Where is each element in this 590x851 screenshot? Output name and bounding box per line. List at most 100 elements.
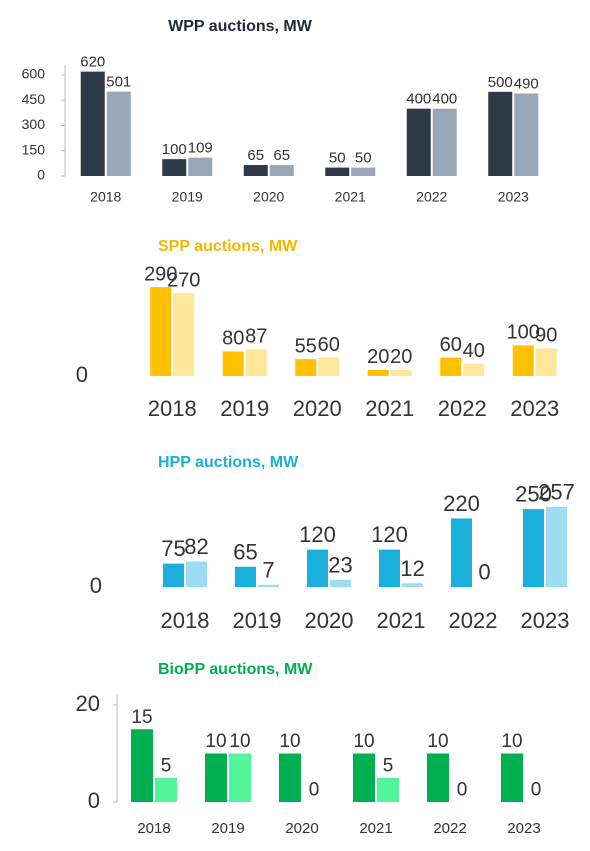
value-label: 80 (222, 328, 244, 350)
value-label: 5 (383, 755, 394, 776)
bar (427, 753, 449, 802)
bar (523, 509, 544, 587)
bar (463, 363, 485, 376)
value-label: 250 (515, 482, 552, 507)
value-label: 50 (329, 150, 346, 167)
x-tick-label: 2020 (305, 608, 354, 633)
bar (279, 753, 301, 802)
value-label: 10 (229, 731, 250, 752)
value-label: 0 (457, 780, 468, 801)
bar (432, 108, 457, 176)
x-tick-label: 2020 (285, 820, 318, 837)
value-label: 60 (318, 334, 340, 356)
bar (222, 351, 244, 376)
value-label: 500 (488, 74, 513, 91)
bar (106, 91, 131, 176)
x-tick-label: 2018 (161, 608, 210, 633)
value-label: 120 (371, 522, 408, 547)
value-label: 55 (295, 335, 317, 357)
x-tick-label: 2022 (449, 608, 498, 633)
value-label: 60 (440, 334, 462, 356)
value-label: 400 (406, 91, 431, 108)
y-tick-label: 0 (90, 573, 102, 598)
value-label: 23 (328, 552, 352, 577)
y-tick-label: 150 (22, 141, 46, 157)
bar (162, 159, 187, 176)
bar (402, 583, 423, 587)
x-tick-label: 2023 (521, 608, 570, 633)
chart-title: BioPP auctions, MW (158, 661, 313, 678)
value-label: 15 (131, 707, 152, 728)
bar (325, 167, 350, 176)
value-label: 20 (390, 346, 412, 368)
bar (318, 357, 340, 376)
bar (390, 369, 412, 376)
value-label: 100 (507, 322, 540, 344)
x-tick-label: 2022 (416, 189, 447, 205)
value-label: 257 (538, 480, 575, 505)
value-label: 501 (106, 74, 131, 91)
value-label: 65 (273, 147, 290, 164)
value-label: 10 (279, 731, 300, 752)
value-label: 270 (167, 269, 200, 291)
bar (205, 753, 227, 802)
value-label: 10 (501, 731, 522, 752)
value-label: 400 (432, 91, 457, 108)
bar (173, 293, 195, 376)
bar (514, 93, 539, 176)
x-tick-label: 2021 (359, 820, 392, 837)
x-tick-label: 2022 (438, 396, 487, 421)
value-label: 87 (245, 326, 267, 348)
bar (353, 753, 375, 802)
bar (245, 349, 267, 376)
value-label: 50 (355, 150, 372, 167)
bar (535, 348, 557, 376)
x-tick-label: 2018 (90, 189, 121, 205)
value-label: 290 (144, 263, 177, 285)
y-tick-label: 0 (88, 788, 100, 813)
bar (235, 566, 256, 587)
bar (488, 91, 513, 176)
x-tick-label: 2018 (148, 396, 197, 421)
x-tick-label: 2020 (253, 189, 284, 205)
bar (186, 561, 207, 587)
bar (377, 777, 399, 802)
x-tick-label: 2021 (335, 189, 366, 205)
x-tick-label: 2019 (211, 820, 244, 837)
value-label: 12 (400, 556, 424, 581)
value-label: 82 (184, 534, 208, 559)
x-tick-label: 2023 (510, 396, 559, 421)
value-label: 490 (514, 75, 539, 92)
x-tick-label: 2023 (507, 820, 540, 837)
value-label: 10 (427, 731, 448, 752)
value-label: 220 (443, 491, 480, 516)
bar (351, 167, 376, 176)
bar (379, 549, 400, 587)
bar (258, 584, 279, 587)
value-label: 40 (463, 340, 485, 362)
value-label: 7 (262, 557, 274, 582)
value-label: 0 (478, 560, 490, 585)
value-label: 120 (299, 522, 336, 547)
bar (451, 518, 472, 587)
bar (367, 369, 389, 376)
x-tick-label: 2022 (433, 820, 466, 837)
y-tick-label: 450 (22, 91, 46, 107)
bar (80, 71, 105, 176)
x-tick-label: 2019 (233, 608, 282, 633)
bar (406, 108, 431, 176)
bar (188, 157, 213, 176)
bar (501, 753, 523, 802)
bar (295, 359, 317, 376)
value-label: 5 (161, 755, 172, 776)
value-label: 90 (535, 325, 557, 347)
y-tick-label: 600 (22, 66, 46, 82)
value-label: 0 (531, 780, 542, 801)
bar (546, 506, 567, 587)
chart-title: WPP auctions, MW (168, 18, 313, 35)
y-tick-label: 300 (22, 116, 46, 132)
chart-title: SPP auctions, MW (158, 238, 298, 255)
bar (163, 563, 184, 587)
x-tick-label: 2020 (293, 396, 342, 421)
